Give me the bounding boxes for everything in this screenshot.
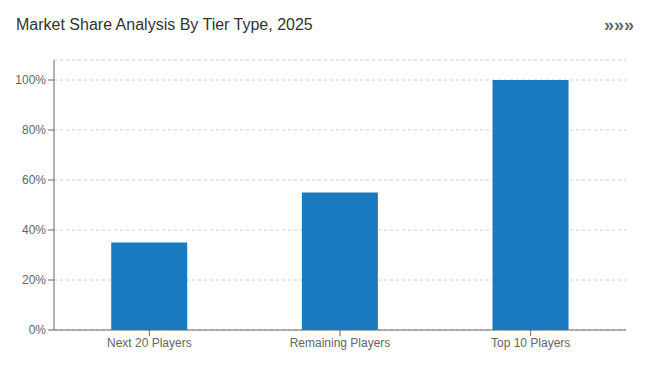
- svg-text:60%: 60%: [22, 173, 46, 187]
- svg-text:20%: 20%: [22, 273, 46, 287]
- svg-text:Top 10 Players: Top 10 Players: [491, 336, 570, 350]
- svg-text:Next 20 Players: Next 20 Players: [107, 336, 192, 350]
- svg-text:80%: 80%: [22, 123, 46, 137]
- svg-text:40%: 40%: [22, 223, 46, 237]
- svg-text:100%: 100%: [15, 73, 46, 87]
- svg-text:0%: 0%: [29, 323, 47, 337]
- svg-text:Remaining Players: Remaining Players: [290, 336, 391, 350]
- html-text:Market Share Analysis By Tier: Market Share Analysis By Tier Type, 2025: [16, 16, 313, 33]
